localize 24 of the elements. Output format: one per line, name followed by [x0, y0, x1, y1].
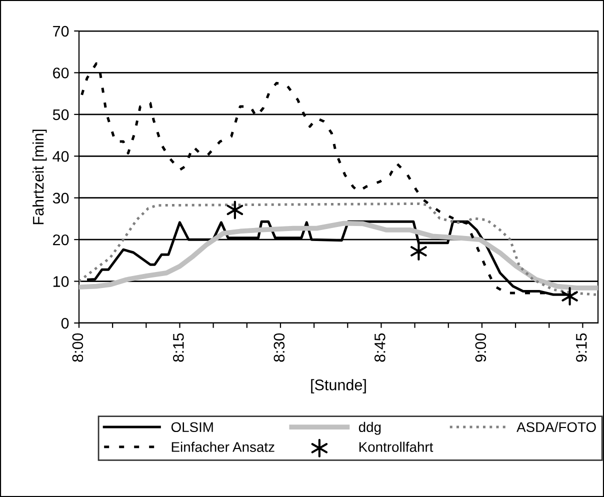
y-tick-label: 50 [52, 109, 69, 120]
legend-label: Kontrollfahrt [359, 442, 434, 452]
x-tick-label: 8:45 [374, 333, 386, 362]
legend-label: ASDA/FOTO [516, 422, 596, 432]
legend-label: Einfacher Ansatz [172, 442, 274, 452]
y-tick-label: 30 [52, 192, 69, 204]
x-tick-label: 8:30 [274, 333, 285, 362]
x-axis-title: [Stunde] [311, 379, 366, 394]
y-tick-label: 40 [52, 151, 69, 162]
x-tick-label: 8:15 [173, 333, 184, 362]
y-tick-label: 0 [61, 318, 69, 329]
y-tick-label: 60 [53, 68, 69, 78]
legend-label: OLSIM [171, 422, 213, 432]
y-tick-label: 10 [53, 276, 69, 287]
point [562, 287, 578, 306]
point [226, 200, 244, 220]
point [410, 242, 427, 261]
x-tick-label: 9:00 [475, 333, 486, 362]
y-tick-label: 20 [53, 234, 69, 246]
y-axis-title: Fahrtzeit [min] [32, 130, 47, 224]
x-tick-label: 9:15 [576, 333, 587, 362]
y-tick-label: 70 [53, 26, 69, 37]
legend-label: ddg [358, 422, 381, 435]
x-tick-label: 8:00 [72, 333, 84, 362]
